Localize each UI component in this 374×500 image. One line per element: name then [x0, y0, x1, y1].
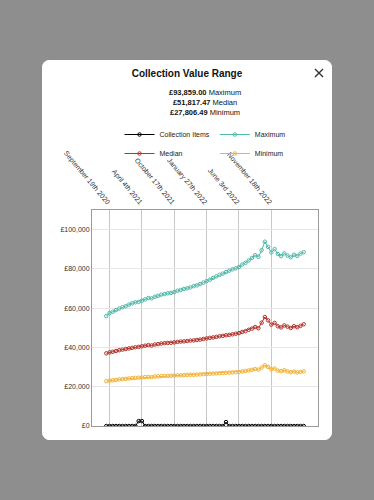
svg-text:£80,000: £80,000 — [64, 265, 89, 272]
svg-text:Collection Items: Collection Items — [160, 131, 210, 138]
svg-text:Maximum: Maximum — [255, 131, 286, 138]
svg-text:Median: Median — [160, 150, 183, 157]
svg-text:Collection Value Range: Collection Value Range — [132, 68, 243, 79]
svg-text:September 19th 2020: September 19th 2020 — [62, 150, 111, 207]
svg-text:October 17th 2021: October 17th 2021 — [134, 157, 177, 206]
svg-text:£20,000: £20,000 — [64, 383, 89, 390]
svg-text:£60,000: £60,000 — [64, 305, 89, 312]
svg-text:£93,859.00 Maximum£51,817.47 M: £93,859.00 Maximum£51,817.47 Median£27,8… — [169, 88, 241, 117]
svg-text:£0: £0 — [82, 422, 90, 429]
svg-text:£40,000: £40,000 — [64, 344, 89, 351]
svg-text:£100,000: £100,000 — [60, 226, 89, 233]
svg-text:April 4th 2021: April 4th 2021 — [110, 168, 144, 206]
svg-text:June 3rd 2022: June 3rd 2022 — [207, 167, 241, 206]
svg-text:January 27th 2022: January 27th 2022 — [165, 157, 208, 207]
svg-text:November 18th 2022: November 18th 2022 — [226, 151, 273, 206]
svg-text:Minimum: Minimum — [255, 150, 284, 157]
